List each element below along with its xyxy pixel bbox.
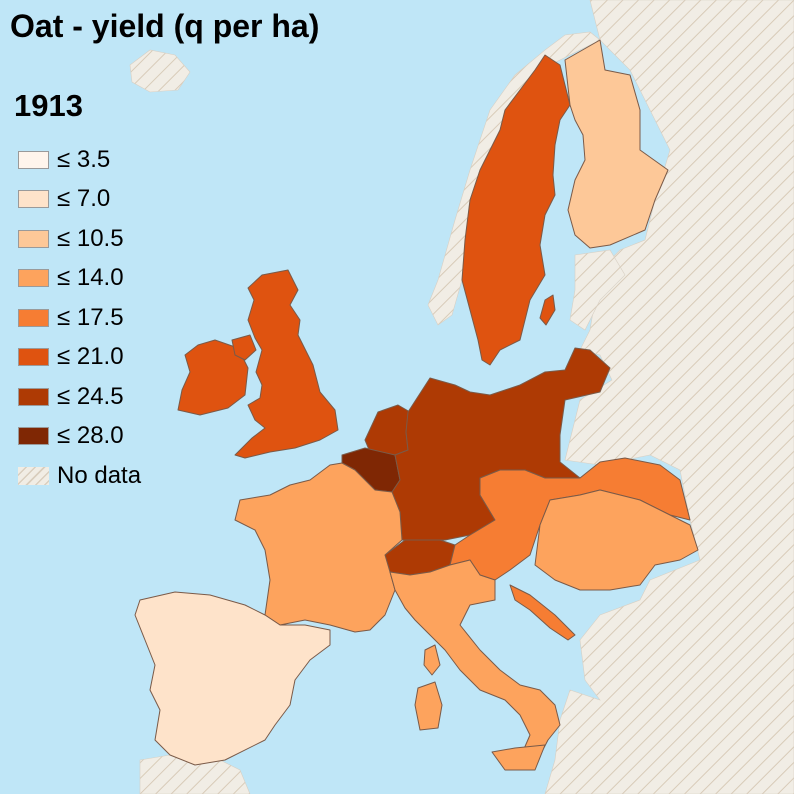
legend-item: ≤ 21.0	[18, 338, 141, 378]
region-iceland	[129, 49, 191, 93]
legend-label-no-data: No data	[57, 461, 142, 489]
region-great-britain	[234, 269, 339, 459]
legend-item: ≤ 7.0	[18, 180, 141, 220]
legend-swatch	[18, 229, 49, 248]
region-finland	[564, 39, 669, 249]
legend: ≤ 3.5 ≤ 7.0 ≤ 10.5 ≤ 14.0 ≤ 17.5 ≤ 21.0 …	[18, 140, 141, 496]
region-northern-ireland	[231, 334, 257, 361]
region-sicily	[491, 744, 546, 771]
legend-swatch	[18, 348, 49, 367]
legend-item: ≤ 14.0	[18, 259, 141, 299]
legend-item: ≤ 28.0	[18, 417, 141, 457]
legend-swatch	[18, 190, 49, 209]
legend-item-no-data: No data	[18, 456, 141, 496]
region-corsica	[423, 644, 441, 676]
region-hungary	[534, 489, 699, 591]
legend-swatch	[18, 308, 49, 327]
legend-label: ≤ 28.0	[57, 422, 124, 450]
region-sardinia	[414, 681, 443, 731]
legend-swatch	[18, 387, 49, 406]
legend-label: ≤ 7.0	[57, 185, 111, 213]
region-spain	[134, 591, 331, 766]
legend-item: ≤ 17.5	[18, 298, 141, 338]
legend-label: ≤ 10.5	[57, 224, 124, 252]
legend-swatch	[18, 150, 49, 169]
region-gotland	[539, 294, 556, 326]
legend-item: ≤ 10.5	[18, 219, 141, 259]
map-year: 1913	[14, 88, 83, 123]
legend-swatch-no-data	[18, 466, 49, 485]
region-baltic-states	[569, 249, 626, 331]
legend-label: ≤ 14.0	[57, 264, 124, 292]
legend-item: ≤ 24.5	[18, 377, 141, 417]
map-title: Oat - yield (q per ha)	[10, 8, 320, 44]
legend-swatch	[18, 269, 49, 288]
region-dalmatia	[509, 584, 576, 641]
legend-swatch	[18, 427, 49, 446]
region-sweden	[461, 54, 571, 366]
legend-label: ≤ 21.0	[57, 343, 124, 371]
legend-item: ≤ 3.5	[18, 140, 141, 180]
legend-label: ≤ 24.5	[57, 382, 124, 410]
legend-label: ≤ 17.5	[57, 303, 124, 331]
legend-label: ≤ 3.5	[57, 145, 111, 173]
region-italy	[389, 559, 561, 766]
